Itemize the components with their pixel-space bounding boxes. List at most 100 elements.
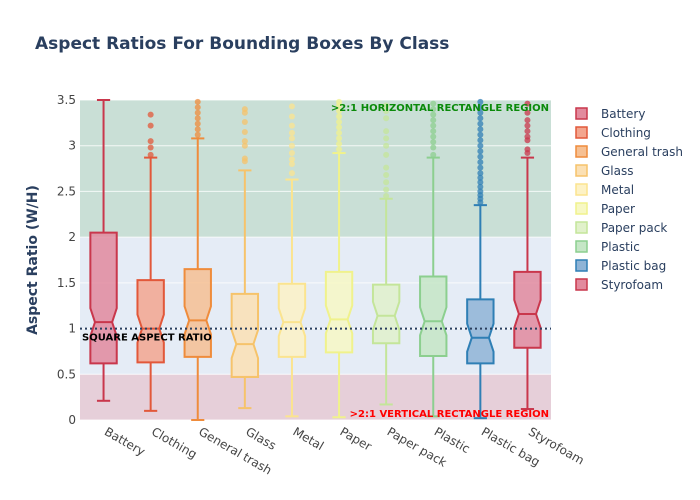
outlier-point [147, 144, 154, 151]
y-tick-label: 1 [68, 322, 76, 336]
outlier-point [477, 153, 484, 160]
outlier-point [336, 124, 343, 131]
box-plastic [419, 100, 448, 418]
outlier-point [336, 135, 343, 142]
outlier-point [194, 109, 201, 116]
outlier-point [430, 139, 437, 146]
outlier-point [147, 111, 154, 118]
box-body [466, 298, 495, 365]
outlier-point [477, 142, 484, 149]
outlier-point [430, 144, 437, 151]
outlier-point [241, 106, 248, 113]
outlier-point [383, 193, 390, 199]
legend-swatch [575, 221, 588, 234]
box-plastic-bag [466, 98, 495, 420]
legend-item: Plastic bag [601, 259, 666, 273]
outlier-point [383, 186, 390, 193]
legend-swatch [575, 278, 588, 291]
legend-item: Battery [601, 107, 645, 121]
x-tick-label: Glass [243, 424, 278, 452]
outlier-point [288, 161, 295, 167]
outlier-point [524, 109, 531, 116]
outlier-point [524, 100, 531, 107]
legend-item: Styrofoam [601, 278, 663, 292]
legend-swatch [575, 183, 588, 196]
y-tick-label: 2.5 [57, 184, 76, 198]
outlier-point [477, 148, 484, 155]
region-band-0 [80, 100, 551, 238]
outlier-point [524, 128, 531, 135]
outlier-point [336, 107, 343, 114]
outlier-point [477, 164, 484, 171]
outlier-point [288, 135, 295, 142]
outlier-point [430, 128, 437, 135]
legend-item: Metal [601, 183, 634, 197]
outlier-point [477, 174, 484, 181]
outlier-point [524, 146, 531, 153]
region-band-1 [80, 374, 551, 420]
box-body [324, 270, 354, 354]
outlier-point [383, 128, 390, 135]
outlier-point [241, 142, 248, 149]
outlier-point [477, 159, 484, 166]
outlier-point [477, 109, 484, 116]
outlier-point [524, 117, 531, 124]
box-body [89, 231, 118, 365]
outlier-point [336, 129, 343, 136]
outlier-point [477, 98, 484, 105]
y-tick-label: 0.5 [57, 367, 76, 381]
outlier-point [288, 122, 295, 129]
outlier-point [288, 113, 295, 120]
box-body [183, 268, 212, 358]
outlier-point [147, 138, 154, 145]
box-paper [324, 98, 354, 419]
y-tick-label: 3 [68, 139, 76, 153]
outlier-point [430, 122, 437, 129]
outlier-point [336, 118, 343, 125]
outlier-point [288, 129, 295, 136]
outlier-point [524, 122, 531, 129]
outlier-point [336, 98, 343, 105]
outlier-point [477, 137, 484, 144]
outlier-point [383, 107, 390, 114]
outlier-point [477, 120, 484, 127]
legend-item: Paper [601, 202, 635, 216]
outlier-point [383, 179, 390, 186]
outlier-point [288, 156, 295, 163]
legend-swatch [575, 164, 588, 177]
box-battery [89, 99, 118, 402]
outlier-point [477, 115, 484, 122]
outlier-point [194, 120, 201, 127]
outlier-point [383, 102, 390, 109]
outlier-point [241, 138, 248, 145]
outlier-point [194, 126, 201, 133]
box-body [371, 283, 401, 345]
box-body [277, 282, 307, 358]
y-tick-label: 1.5 [57, 276, 76, 290]
box-body [419, 275, 448, 357]
region-label-1: >2:1 VERTICAL RECTANGLE REGION [350, 409, 549, 420]
x-tick-label: Metal [290, 424, 326, 453]
outlier-point [430, 133, 437, 140]
outlier-point [383, 142, 390, 149]
outlier-point [430, 100, 437, 107]
outlier-point [194, 104, 201, 111]
outlier-point [288, 150, 295, 157]
legend-item: Plastic [601, 240, 640, 254]
legend-swatch [575, 145, 588, 158]
box-metal [277, 103, 307, 418]
x-tick-label: Clothing [149, 424, 199, 461]
legend-swatch [575, 107, 588, 120]
legend-swatch [575, 259, 588, 272]
x-tick-label: Battery [102, 424, 147, 458]
outlier-point [288, 142, 295, 149]
x-tick-label: Paper [338, 424, 374, 453]
outlier-point [383, 171, 390, 178]
box-body [136, 279, 165, 364]
outlier-point [383, 135, 390, 142]
legend-item: Glass [601, 164, 634, 178]
outlier-point [477, 126, 484, 133]
outlier-point [477, 131, 484, 138]
